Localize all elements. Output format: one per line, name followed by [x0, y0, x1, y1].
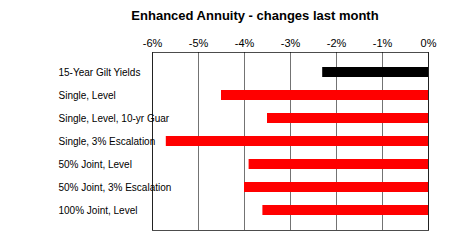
svg-text:0%: 0% — [421, 37, 437, 49]
svg-text:50% Joint, Level: 50% Joint, Level — [59, 159, 132, 170]
html-text:Enhanced Annuity - changes las: Enhanced Annuity - changes last month — [131, 8, 379, 23]
svg-text:-3%: -3% — [281, 37, 301, 49]
svg-text:Single, Level, 10-yr Guar: Single, Level, 10-yr Guar — [59, 113, 170, 124]
svg-text:100% Joint, Level: 100% Joint, Level — [59, 205, 138, 216]
svg-text:Single, 3% Escalation: Single, 3% Escalation — [59, 136, 156, 147]
svg-text:-6%: -6% — [143, 37, 163, 49]
svg-text:-2%: -2% — [327, 37, 347, 49]
svg-text:-5%: -5% — [189, 37, 209, 49]
svg-text:50% Joint, 3% Escalation: 50% Joint, 3% Escalation — [59, 182, 172, 193]
svg-text:-1%: -1% — [373, 37, 393, 49]
svg-text:Single, Level: Single, Level — [59, 90, 116, 101]
svg-text:-4%: -4% — [235, 37, 255, 49]
svg-text:15-Year Gilt Yields: 15-Year Gilt Yields — [59, 67, 141, 78]
